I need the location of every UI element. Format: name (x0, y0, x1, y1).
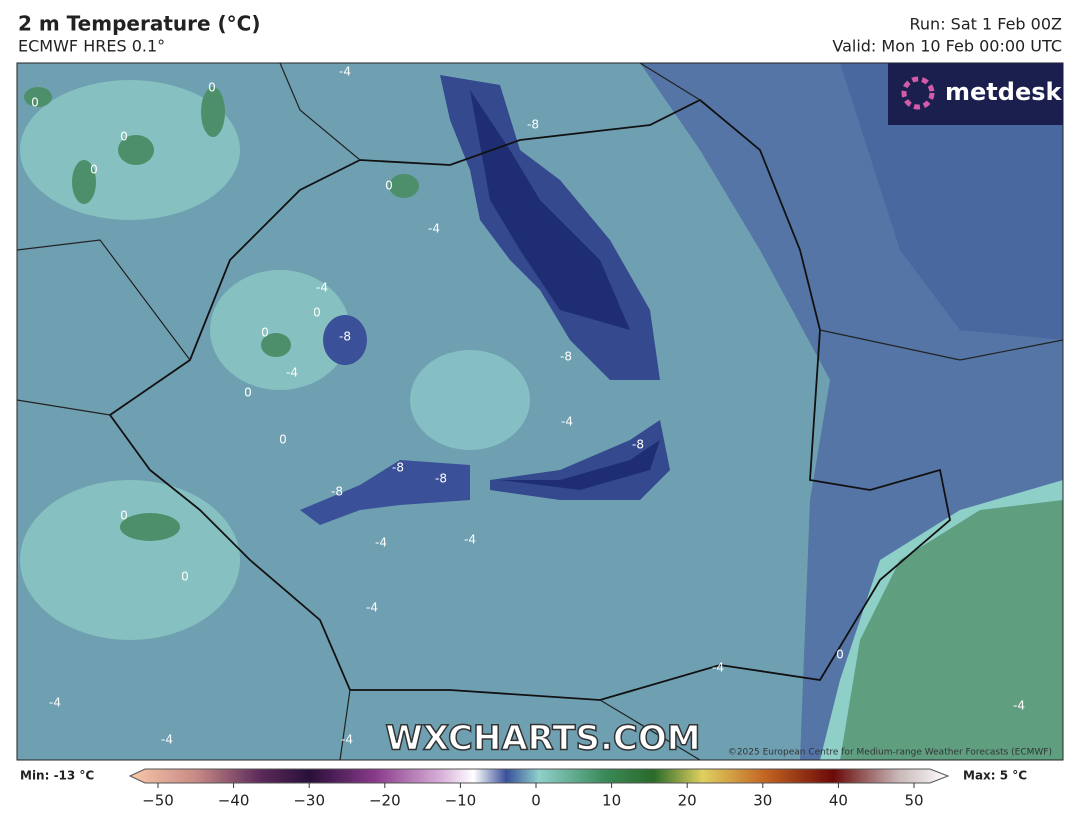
contour-label: -8 (392, 461, 404, 475)
contour-label: -8 (560, 350, 572, 364)
contour-label: -4 (375, 536, 387, 550)
contour-label: 0 (385, 179, 393, 193)
colorbar-max: Max: 5 °C (963, 769, 1027, 783)
colorbar-tick-label: −30 (293, 792, 325, 810)
logo-icon (901, 76, 935, 110)
colorbar-tick-label: 20 (678, 792, 697, 810)
logo-text: metdesk (945, 78, 1063, 106)
cold-spot (323, 315, 367, 365)
contour-label: 0 (261, 326, 269, 340)
subtitle: ECMWF HRES 0.1° (18, 37, 165, 56)
colorbar-tick-label: 0 (531, 792, 541, 810)
contour-label: 0 (836, 648, 844, 662)
contour-label: -4 (161, 733, 173, 747)
contour-label: -4 (366, 601, 378, 615)
contour-label: -8 (339, 330, 351, 344)
contour-label: -4 (316, 281, 328, 295)
watermark: WXCHARTS.COM (385, 719, 700, 759)
map: 0 0 0 0 0 -4 -8 -4 0 0 -8 -4 0 -8 -4 0 -8 -8 -8 -8 0 0 -4 -4 -4 -… (17, 63, 1063, 760)
colorbar (128, 768, 950, 784)
colorbar-tick-label: 50 (904, 792, 923, 810)
contour-label: 0 (313, 306, 321, 320)
map-frame (16, 62, 1064, 761)
borders (17, 63, 1063, 760)
logo-box (888, 63, 1063, 125)
contour-label: 0 (208, 81, 216, 95)
run-time: Run: Sat 1 Feb 00Z (910, 15, 1063, 34)
colorbar-tick-label: −50 (142, 792, 174, 810)
colorbar-tick-label: 40 (829, 792, 848, 810)
cold-northeast (840, 63, 1063, 340)
colorbar-tick-label: −10 (445, 792, 477, 810)
colorbar-tick-label: −20 (369, 792, 401, 810)
country-border (108, 98, 951, 701)
contour-label: 0 (244, 386, 252, 400)
warm-cores (24, 87, 419, 541)
colorbar-min: Min: -13 °C (20, 769, 94, 783)
copyright: ©2025 European Centre for Medium-range W… (728, 748, 1052, 758)
title: 2 m Temperature (°C) (18, 12, 260, 36)
warm-patch (410, 350, 530, 450)
contour-label: -4 (286, 366, 298, 380)
colorbar-tick-label: 30 (753, 792, 772, 810)
valid-time: Valid: Mon 10 Feb 00:00 UTC (832, 37, 1062, 56)
contour-label: -4 (428, 222, 440, 236)
contour-label: -4 (464, 533, 476, 547)
contour-label: -4 (1013, 699, 1025, 713)
contour-label: 0 (90, 163, 98, 177)
sea-area (840, 500, 1063, 760)
warm-patch (210, 270, 350, 390)
cold-band (300, 460, 470, 525)
colorbar-tick-label: 10 (602, 792, 621, 810)
contour-label: -4 (561, 415, 573, 429)
contour-label: 0 (120, 509, 128, 523)
contour-label: 0 (120, 130, 128, 144)
contour-label: -4 (49, 696, 61, 710)
contour-label: -8 (331, 485, 343, 499)
cold-core (470, 90, 630, 330)
contour-label: 0 (279, 433, 287, 447)
contour-label: 0 (31, 96, 39, 110)
colorbar-tick-label: −40 (218, 792, 250, 810)
contour-label: -8 (527, 118, 539, 132)
contour-label: -8 (632, 438, 644, 452)
contour-label: -4 (712, 661, 724, 675)
contour-label: -4 (339, 65, 351, 79)
contour-label: 0 (181, 570, 189, 584)
contour-label: -8 (435, 472, 447, 486)
warm-patch (20, 480, 240, 640)
cold-core (500, 440, 660, 490)
contour-label: -4 (341, 733, 353, 747)
